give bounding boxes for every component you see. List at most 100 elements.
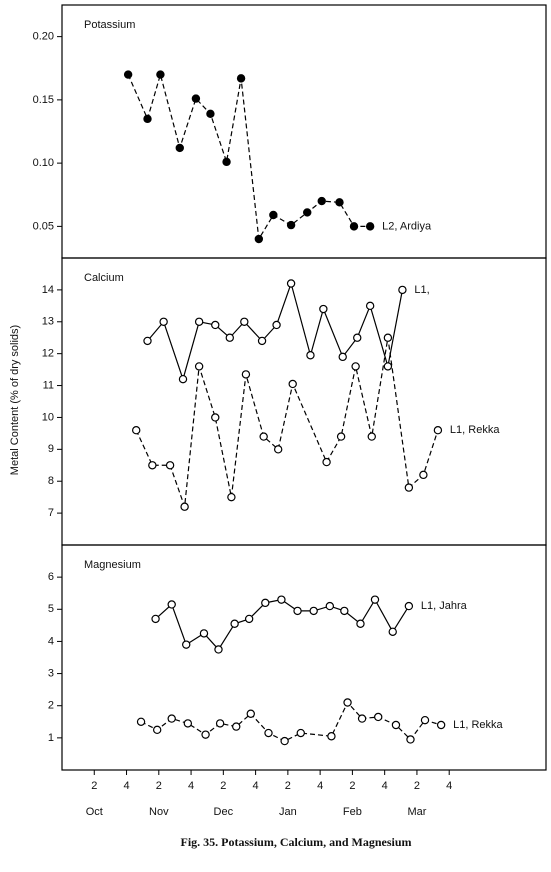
data-point (123, 70, 133, 79)
data-point (356, 619, 365, 628)
series-line (147, 281, 404, 382)
month-label: Jan (279, 806, 297, 818)
data-point (404, 483, 414, 492)
panel-title: Potassium (84, 19, 135, 31)
data-point (319, 304, 328, 314)
x-tick-label: 4 (123, 780, 129, 792)
series-line (127, 72, 371, 241)
data-point (404, 601, 414, 611)
data-point (357, 714, 367, 723)
data-point (194, 317, 204, 326)
data-point (211, 320, 220, 330)
series-line (155, 598, 410, 651)
data-point (215, 719, 225, 728)
data-point (436, 720, 446, 730)
data-point (167, 600, 176, 609)
data-point (244, 614, 254, 624)
data-point (143, 336, 152, 346)
x-tick-label: 4 (253, 780, 259, 792)
data-point (374, 712, 383, 722)
data-point (338, 352, 347, 362)
x-tick-label: 2 (349, 780, 355, 792)
data-point (230, 619, 239, 628)
panel-title: Calcium (84, 272, 124, 284)
data-point (236, 74, 246, 83)
data-point (335, 198, 344, 207)
data-point (194, 362, 204, 371)
series-label: L1, Rekka (450, 424, 500, 436)
x-tick-label: 2 (414, 780, 420, 792)
month-label: Nov (149, 806, 169, 818)
y-tick-label: 9 (48, 443, 54, 455)
caption: Fig. 35. Potassium, Calcium, and Magnesi… (180, 835, 411, 849)
x-tick-label: 4 (317, 780, 323, 792)
series-label: L1, (414, 284, 429, 296)
data-point (240, 317, 249, 326)
data-point (398, 285, 407, 295)
data-point (406, 735, 415, 744)
data-point (225, 333, 234, 342)
data-point (286, 279, 296, 288)
data-point (156, 70, 165, 79)
data-point (340, 606, 349, 616)
x-tick-label: 4 (446, 780, 452, 792)
data-point (317, 196, 326, 206)
data-point (388, 627, 397, 636)
data-point (325, 601, 335, 611)
panel-frame (61, 544, 547, 771)
panel-frame (61, 4, 547, 259)
data-point (191, 94, 201, 103)
data-point (336, 432, 346, 441)
panel-title: Magnesium (84, 559, 141, 571)
data-point (277, 595, 286, 604)
data-point (306, 351, 315, 360)
data-point (241, 370, 251, 379)
data-point (280, 736, 289, 746)
data-point (433, 426, 443, 435)
data-point (165, 461, 175, 470)
data-point (349, 222, 359, 231)
y-tick-label: 3 (48, 667, 54, 679)
y-tick-label: 0.15 (33, 94, 54, 106)
x-tick-label: 4 (188, 780, 194, 792)
data-point (180, 502, 189, 511)
data-point (254, 234, 264, 244)
x-tick-label: 2 (91, 780, 97, 792)
data-point (222, 157, 231, 167)
data-point (132, 426, 141, 435)
y-tick-label: 8 (48, 475, 54, 487)
data-point (257, 336, 267, 346)
y-tick-label: 11 (43, 379, 54, 391)
panel-frame (61, 257, 547, 546)
data-point (214, 645, 223, 654)
data-point (211, 413, 220, 422)
y-tick-label: 4 (48, 635, 54, 647)
data-point (419, 470, 428, 480)
y-tick-label: 0.05 (33, 220, 54, 232)
data-point (246, 709, 255, 718)
data-point (167, 714, 176, 723)
data-point (322, 457, 331, 467)
y-tick-label: 13 (42, 316, 54, 328)
series-line (135, 337, 439, 507)
x-tick-label: 2 (156, 780, 162, 792)
y-tick-label: 2 (48, 700, 54, 712)
month-label: Mar (407, 806, 426, 818)
y-tick-label: 0.10 (33, 157, 54, 169)
data-point (261, 598, 270, 608)
data-point (201, 730, 210, 739)
data-point (143, 114, 152, 124)
data-point (269, 210, 278, 220)
data-point (391, 720, 401, 730)
y-tick-label: 6 (48, 571, 54, 583)
x-tick-label: 4 (382, 780, 388, 792)
data-point (175, 143, 184, 153)
data-point (286, 220, 296, 230)
data-point (273, 445, 283, 454)
data-point (148, 461, 157, 470)
data-point (152, 725, 162, 735)
month-label: Dec (214, 806, 234, 818)
x-tick-label: 2 (220, 780, 226, 792)
data-point (370, 595, 380, 604)
